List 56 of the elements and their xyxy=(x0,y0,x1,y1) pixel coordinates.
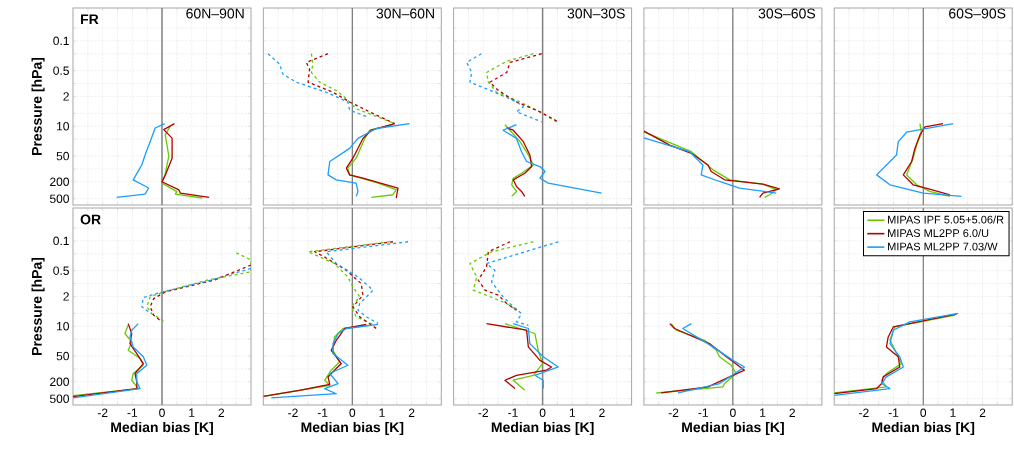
y-axis-title: Pressure [hPa] xyxy=(31,57,45,155)
x-axis-title: Median bias [K] xyxy=(682,421,784,435)
x-tick-label: 1 xyxy=(569,408,576,417)
x-tick-label: -1 xyxy=(508,408,518,417)
x-axis-title: Median bias [K] xyxy=(301,421,404,435)
x-tick-label: 2 xyxy=(408,408,415,417)
y-tick-label: 0.5 xyxy=(53,66,69,75)
x-tick-label: 2 xyxy=(218,408,225,417)
y-tick-label: 500 xyxy=(49,194,69,203)
x-tick-label: 0 xyxy=(349,408,356,418)
y-tick-label: 500 xyxy=(49,394,69,404)
y-tick-label: 0.1 xyxy=(53,36,69,46)
x-axis-title: Median bias [K] xyxy=(111,421,213,435)
x-tick-label: 0 xyxy=(159,408,165,418)
y-tick-label: 200 xyxy=(50,177,69,187)
x-tick-label: -2 xyxy=(668,408,679,417)
x-tick-label: -1 xyxy=(317,408,328,417)
x-tick-label: 0 xyxy=(920,408,927,418)
x-tick-label: 0 xyxy=(730,408,736,418)
y-tick-label: 0.1 xyxy=(53,236,69,246)
legend-label: MIPAS ML2PP 7.03/W xyxy=(888,242,998,251)
x-tick-label: -1 xyxy=(888,408,899,417)
x-tick-label: -1 xyxy=(698,408,708,417)
annotation: FR xyxy=(81,14,99,25)
chart-title: 30N–60N xyxy=(376,8,434,19)
chart-title: 60N–90N xyxy=(186,8,244,19)
x-tick-label: -2 xyxy=(478,408,488,417)
x-tick-label: 0 xyxy=(539,408,546,418)
x-tick-label: -2 xyxy=(97,408,108,417)
y-tick-label: 10 xyxy=(57,121,70,131)
x-tick-label: 1 xyxy=(950,408,956,417)
chart-title: 60S–90S xyxy=(949,8,1006,19)
x-tick-label: 1 xyxy=(189,408,195,417)
y-tick-label: 50 xyxy=(56,351,70,361)
y-tick-label: 10 xyxy=(57,321,70,331)
x-tick-label: 2 xyxy=(789,408,795,417)
x-tick-label: 1 xyxy=(760,408,766,417)
x-tick-label: -1 xyxy=(127,408,138,417)
chart-title: 30N–30S xyxy=(567,8,625,19)
chart-title: 30S–60S xyxy=(758,8,816,19)
y-tick-label: 0.5 xyxy=(53,266,69,275)
legend-label: MIPAS ML2PP 6.0/U xyxy=(888,228,989,238)
legend-label: MIPAS IPF 5.05+5.06/R xyxy=(888,215,1004,224)
y-tick-label: 200 xyxy=(50,377,69,387)
y-tick-label: 2 xyxy=(63,92,69,101)
x-tick-label: 2 xyxy=(599,408,605,417)
x-tick-label: 1 xyxy=(379,408,385,417)
x-axis-title: Median bias [K] xyxy=(872,421,975,435)
y-tick-label: 2 xyxy=(63,292,69,301)
x-tick-label: -2 xyxy=(288,408,298,417)
y-tick-label: 50 xyxy=(56,151,70,161)
x-tick-label: -2 xyxy=(859,408,869,417)
x-tick-label: 2 xyxy=(979,408,986,417)
y-axis-title: Pressure [hPa] xyxy=(31,257,45,355)
annotation: OR xyxy=(80,214,101,225)
x-axis-title: Median bias [K] xyxy=(491,421,594,435)
